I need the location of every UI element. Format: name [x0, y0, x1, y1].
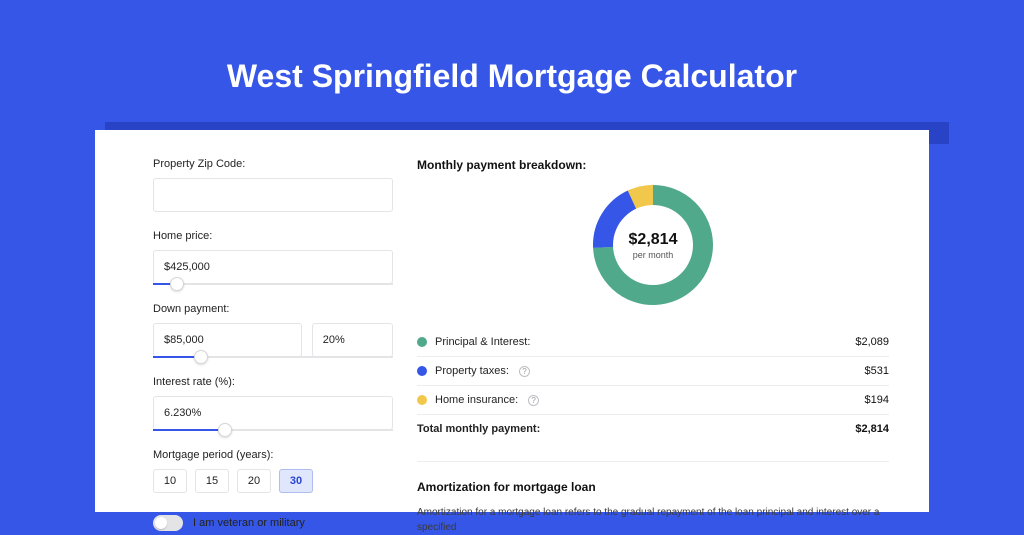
amortization-title: Amortization for mortgage loan	[417, 480, 889, 494]
price-input[interactable]	[153, 250, 393, 284]
legend-row-insurance: Home insurance:? $194	[417, 386, 889, 414]
donut-center: $2,814 per month	[613, 205, 693, 285]
legend-row-principal: Principal & Interest: $2,089	[417, 328, 889, 356]
legend-value-principal: $2,089	[855, 336, 889, 348]
legend-dot-insurance	[417, 395, 427, 405]
price-slider[interactable]	[153, 283, 393, 285]
donut-wrap: $2,814 per month	[417, 184, 889, 306]
rate-slider[interactable]	[153, 429, 393, 431]
legend-value-taxes: $531	[865, 365, 889, 377]
legend-row-taxes: Property taxes:? $531	[417, 357, 889, 385]
zip-label: Property Zip Code:	[153, 158, 393, 170]
price-label: Home price:	[153, 230, 393, 242]
period-option-30[interactable]: 30	[279, 469, 313, 493]
legend-row-total: Total monthly payment: $2,814	[417, 415, 889, 443]
donut-chart: $2,814 per month	[592, 184, 714, 306]
rate-slider-fill	[153, 429, 225, 431]
rate-slider-thumb[interactable]	[218, 423, 232, 437]
legend-label-principal: Principal & Interest:	[435, 336, 530, 348]
donut-value: $2,814	[629, 231, 678, 249]
field-down: Down payment:	[153, 303, 393, 358]
legend-label-taxes: Property taxes:	[435, 365, 509, 377]
legend-label-insurance: Home insurance:	[435, 394, 518, 406]
veteran-toggle[interactable]	[153, 515, 183, 531]
rate-input[interactable]	[153, 396, 393, 430]
period-option-20[interactable]: 20	[237, 469, 271, 493]
legend-value-insurance: $194	[865, 394, 889, 406]
field-price: Home price:	[153, 230, 393, 285]
period-label: Mortgage period (years):	[153, 449, 393, 461]
legend: Principal & Interest: $2,089 Property taxe…	[417, 328, 889, 443]
donut-sub: per month	[633, 250, 674, 260]
breakdown-column: Monthly payment breakdown: $2,814 per mo…	[417, 158, 889, 512]
field-rate: Interest rate (%):	[153, 376, 393, 431]
veteran-label: I am veteran or military	[193, 517, 305, 529]
period-options: 10 15 20 30	[153, 469, 393, 493]
field-period: Mortgage period (years): 10 15 20 30	[153, 449, 393, 493]
amortization-section: Amortization for mortgage loan Amortizat…	[417, 461, 889, 535]
donut-slice-insurance	[633, 197, 653, 201]
info-icon[interactable]: ?	[528, 395, 539, 406]
down-amount-input[interactable]	[153, 323, 302, 357]
zip-input[interactable]	[153, 178, 393, 212]
total-label: Total monthly payment:	[417, 423, 540, 435]
legend-dot-principal	[417, 337, 427, 347]
field-zip: Property Zip Code:	[153, 158, 393, 212]
rate-label: Interest rate (%):	[153, 376, 393, 388]
period-option-10[interactable]: 10	[153, 469, 187, 493]
down-pct-input[interactable]	[312, 323, 393, 357]
legend-dot-taxes	[417, 366, 427, 376]
calculator-panel: Property Zip Code: Home price: Down paym…	[95, 130, 929, 512]
down-slider-thumb[interactable]	[194, 350, 208, 364]
info-icon[interactable]: ?	[519, 366, 530, 377]
down-label: Down payment:	[153, 303, 393, 315]
form-column: Property Zip Code: Home price: Down paym…	[153, 158, 393, 512]
breakdown-title: Monthly payment breakdown:	[417, 158, 889, 172]
amortization-text: Amortization for a mortgage loan refers …	[417, 506, 889, 535]
total-value: $2,814	[855, 423, 889, 435]
page-title: West Springfield Mortgage Calculator	[0, 0, 1024, 95]
price-slider-thumb[interactable]	[170, 277, 184, 291]
field-veteran: I am veteran or military	[153, 515, 393, 531]
down-slider[interactable]	[153, 356, 393, 358]
period-option-15[interactable]: 15	[195, 469, 229, 493]
